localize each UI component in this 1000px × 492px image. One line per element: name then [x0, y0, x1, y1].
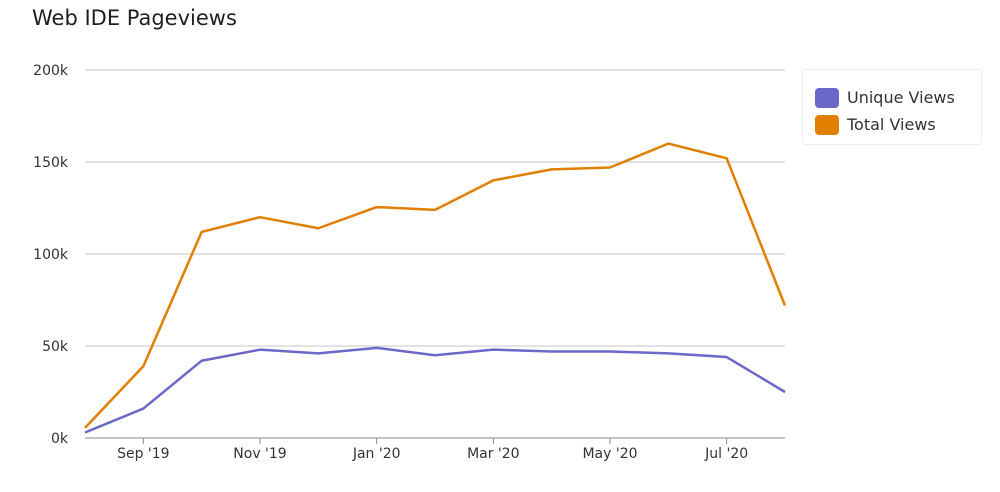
series-line-total-views [84, 142, 787, 429]
legend-label: Unique Views [847, 88, 955, 107]
y-tick-label: 200k [33, 63, 69, 79]
x-tick-label: Jan '20 [352, 446, 401, 462]
x-tick-label: May '20 [582, 446, 637, 462]
legend-swatch [815, 87, 839, 108]
legend: Unique Views Total Views [802, 69, 982, 145]
legend-swatch [815, 114, 839, 135]
x-tick-label: Mar '20 [467, 446, 520, 462]
y-tick-label: 0k [51, 431, 69, 447]
y-tick-label: 50k [42, 339, 69, 355]
chart-title: Web IDE Pageviews [32, 6, 237, 30]
legend-item[interactable]: Unique Views [803, 84, 981, 111]
x-tick-label: Jul '20 [704, 446, 748, 462]
y-tick-label: 100k [33, 247, 69, 263]
series-line-unique-views [84, 346, 786, 434]
legend-item[interactable]: Total Views [803, 111, 981, 138]
y-tick-label: 150k [33, 155, 69, 171]
legend-label: Total Views [847, 115, 936, 134]
x-tick-label: Nov '19 [233, 446, 286, 462]
x-tick-label: Sep '19 [117, 446, 170, 462]
